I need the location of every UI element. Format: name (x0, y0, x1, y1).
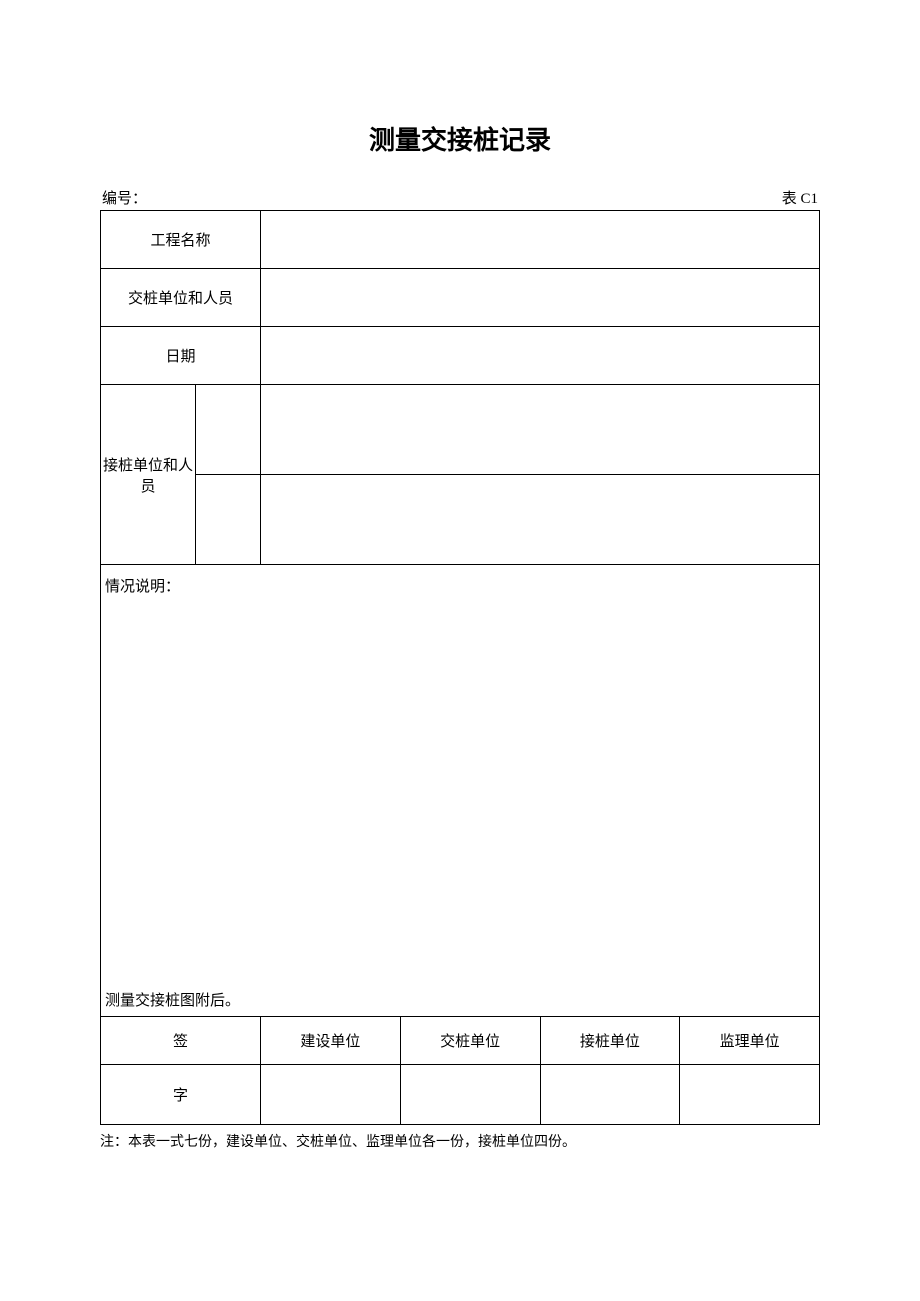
handover-unit-signature (400, 1065, 540, 1125)
attachment-note: 测量交接桩图附后。 (105, 989, 240, 1010)
receiver-row-1: 接桩单位和人员 (101, 385, 820, 475)
description-cell: 情况说明： 测量交接桩图附后。 (101, 565, 820, 1017)
signature-value-row: 字 (101, 1065, 820, 1125)
receiver-sublabel-1 (196, 385, 261, 475)
receiver-unit-label: 接桩单位和人员 (101, 385, 196, 565)
receiver-value-2 (261, 475, 820, 565)
receiver-value-1 (261, 385, 820, 475)
description-row: 情况说明： 测量交接桩图附后。 (101, 565, 820, 1017)
date-value (261, 327, 820, 385)
handover-unit-value (261, 269, 820, 327)
receiver-sublabel-2 (196, 475, 261, 565)
project-name-label: 工程名称 (101, 211, 261, 269)
handover-unit-header: 交桩单位 (400, 1017, 540, 1065)
receiver-unit-header: 接桩单位 (540, 1017, 680, 1065)
signature-header-row: 签 建设单位 交桩单位 接桩单位 监理单位 (101, 1017, 820, 1065)
number-label: 编号： (102, 187, 147, 208)
supervisor-unit-header: 监理单位 (680, 1017, 820, 1065)
header-row: 编号： 表 C1 (100, 187, 820, 208)
footer-note: 注：本表一式七份，建设单位、交桩单位、监理单位各一份，接桩单位四份。 (100, 1131, 820, 1151)
description-label: 情况说明： (105, 575, 815, 596)
handover-unit-label: 交桩单位和人员 (101, 269, 261, 327)
date-label: 日期 (101, 327, 261, 385)
main-table: 工程名称 交桩单位和人员 日期 接桩单位和人员 情况说明： 测量交接桩图附后。 … (100, 210, 820, 1125)
handover-unit-row: 交桩单位和人员 (101, 269, 820, 327)
table-code: 表 C1 (782, 187, 818, 208)
sign-char-1: 签 (101, 1017, 261, 1065)
receiver-row-2 (101, 475, 820, 565)
construction-unit-signature (261, 1065, 401, 1125)
sign-char-2: 字 (101, 1065, 261, 1125)
construction-unit-header: 建设单位 (261, 1017, 401, 1065)
receiver-unit-signature (540, 1065, 680, 1125)
supervisor-unit-signature (680, 1065, 820, 1125)
project-name-row: 工程名称 (101, 211, 820, 269)
project-name-value (261, 211, 820, 269)
date-row: 日期 (101, 327, 820, 385)
document-title: 测量交接桩记录 (100, 120, 820, 157)
